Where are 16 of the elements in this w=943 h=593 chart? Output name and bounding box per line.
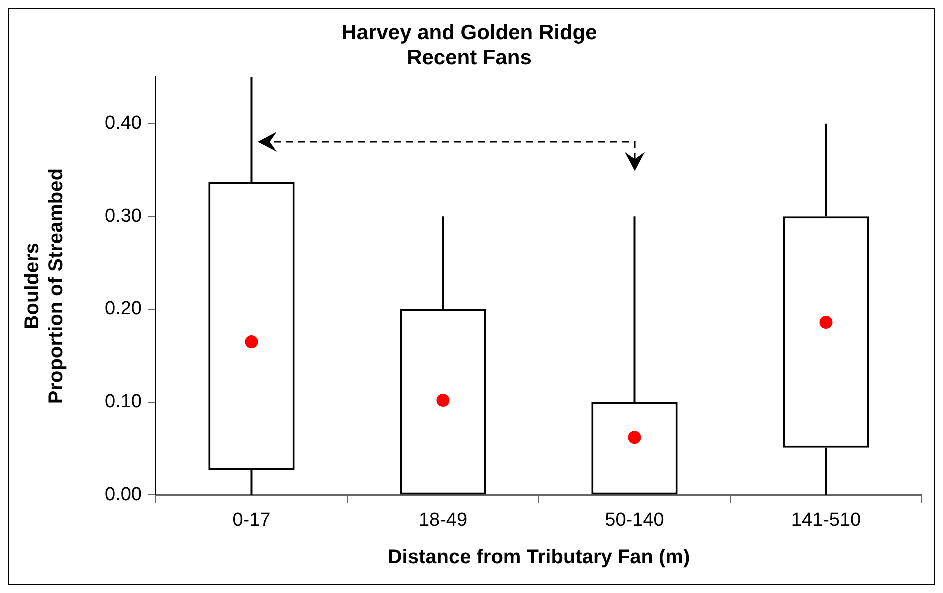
x-tick-label: 141-510 — [791, 510, 862, 531]
x-tick-label: 50-140 — [605, 510, 664, 531]
x-tick-label: 18-49 — [418, 510, 468, 531]
point — [436, 394, 450, 407]
point — [820, 316, 833, 330]
y-tick-label: 0.20 — [104, 298, 142, 320]
point — [628, 431, 642, 444]
chart-title: Harvey and Golden Ridge Recent Fans — [342, 21, 598, 70]
y-tick-label: 0.00 — [104, 484, 142, 506]
y-tick-label: 0.10 — [104, 392, 142, 413]
x-axis-title: Distance from Tributary Fan (m) — [388, 546, 690, 569]
y-tick-label: 0.40 — [104, 113, 142, 134]
y-tick-label: 0.30 — [104, 206, 142, 227]
point — [245, 336, 258, 349]
x-tick-label: 0-17 — [232, 510, 271, 531]
y-axis-title: Boulders Proportion of Streambed — [22, 168, 68, 404]
